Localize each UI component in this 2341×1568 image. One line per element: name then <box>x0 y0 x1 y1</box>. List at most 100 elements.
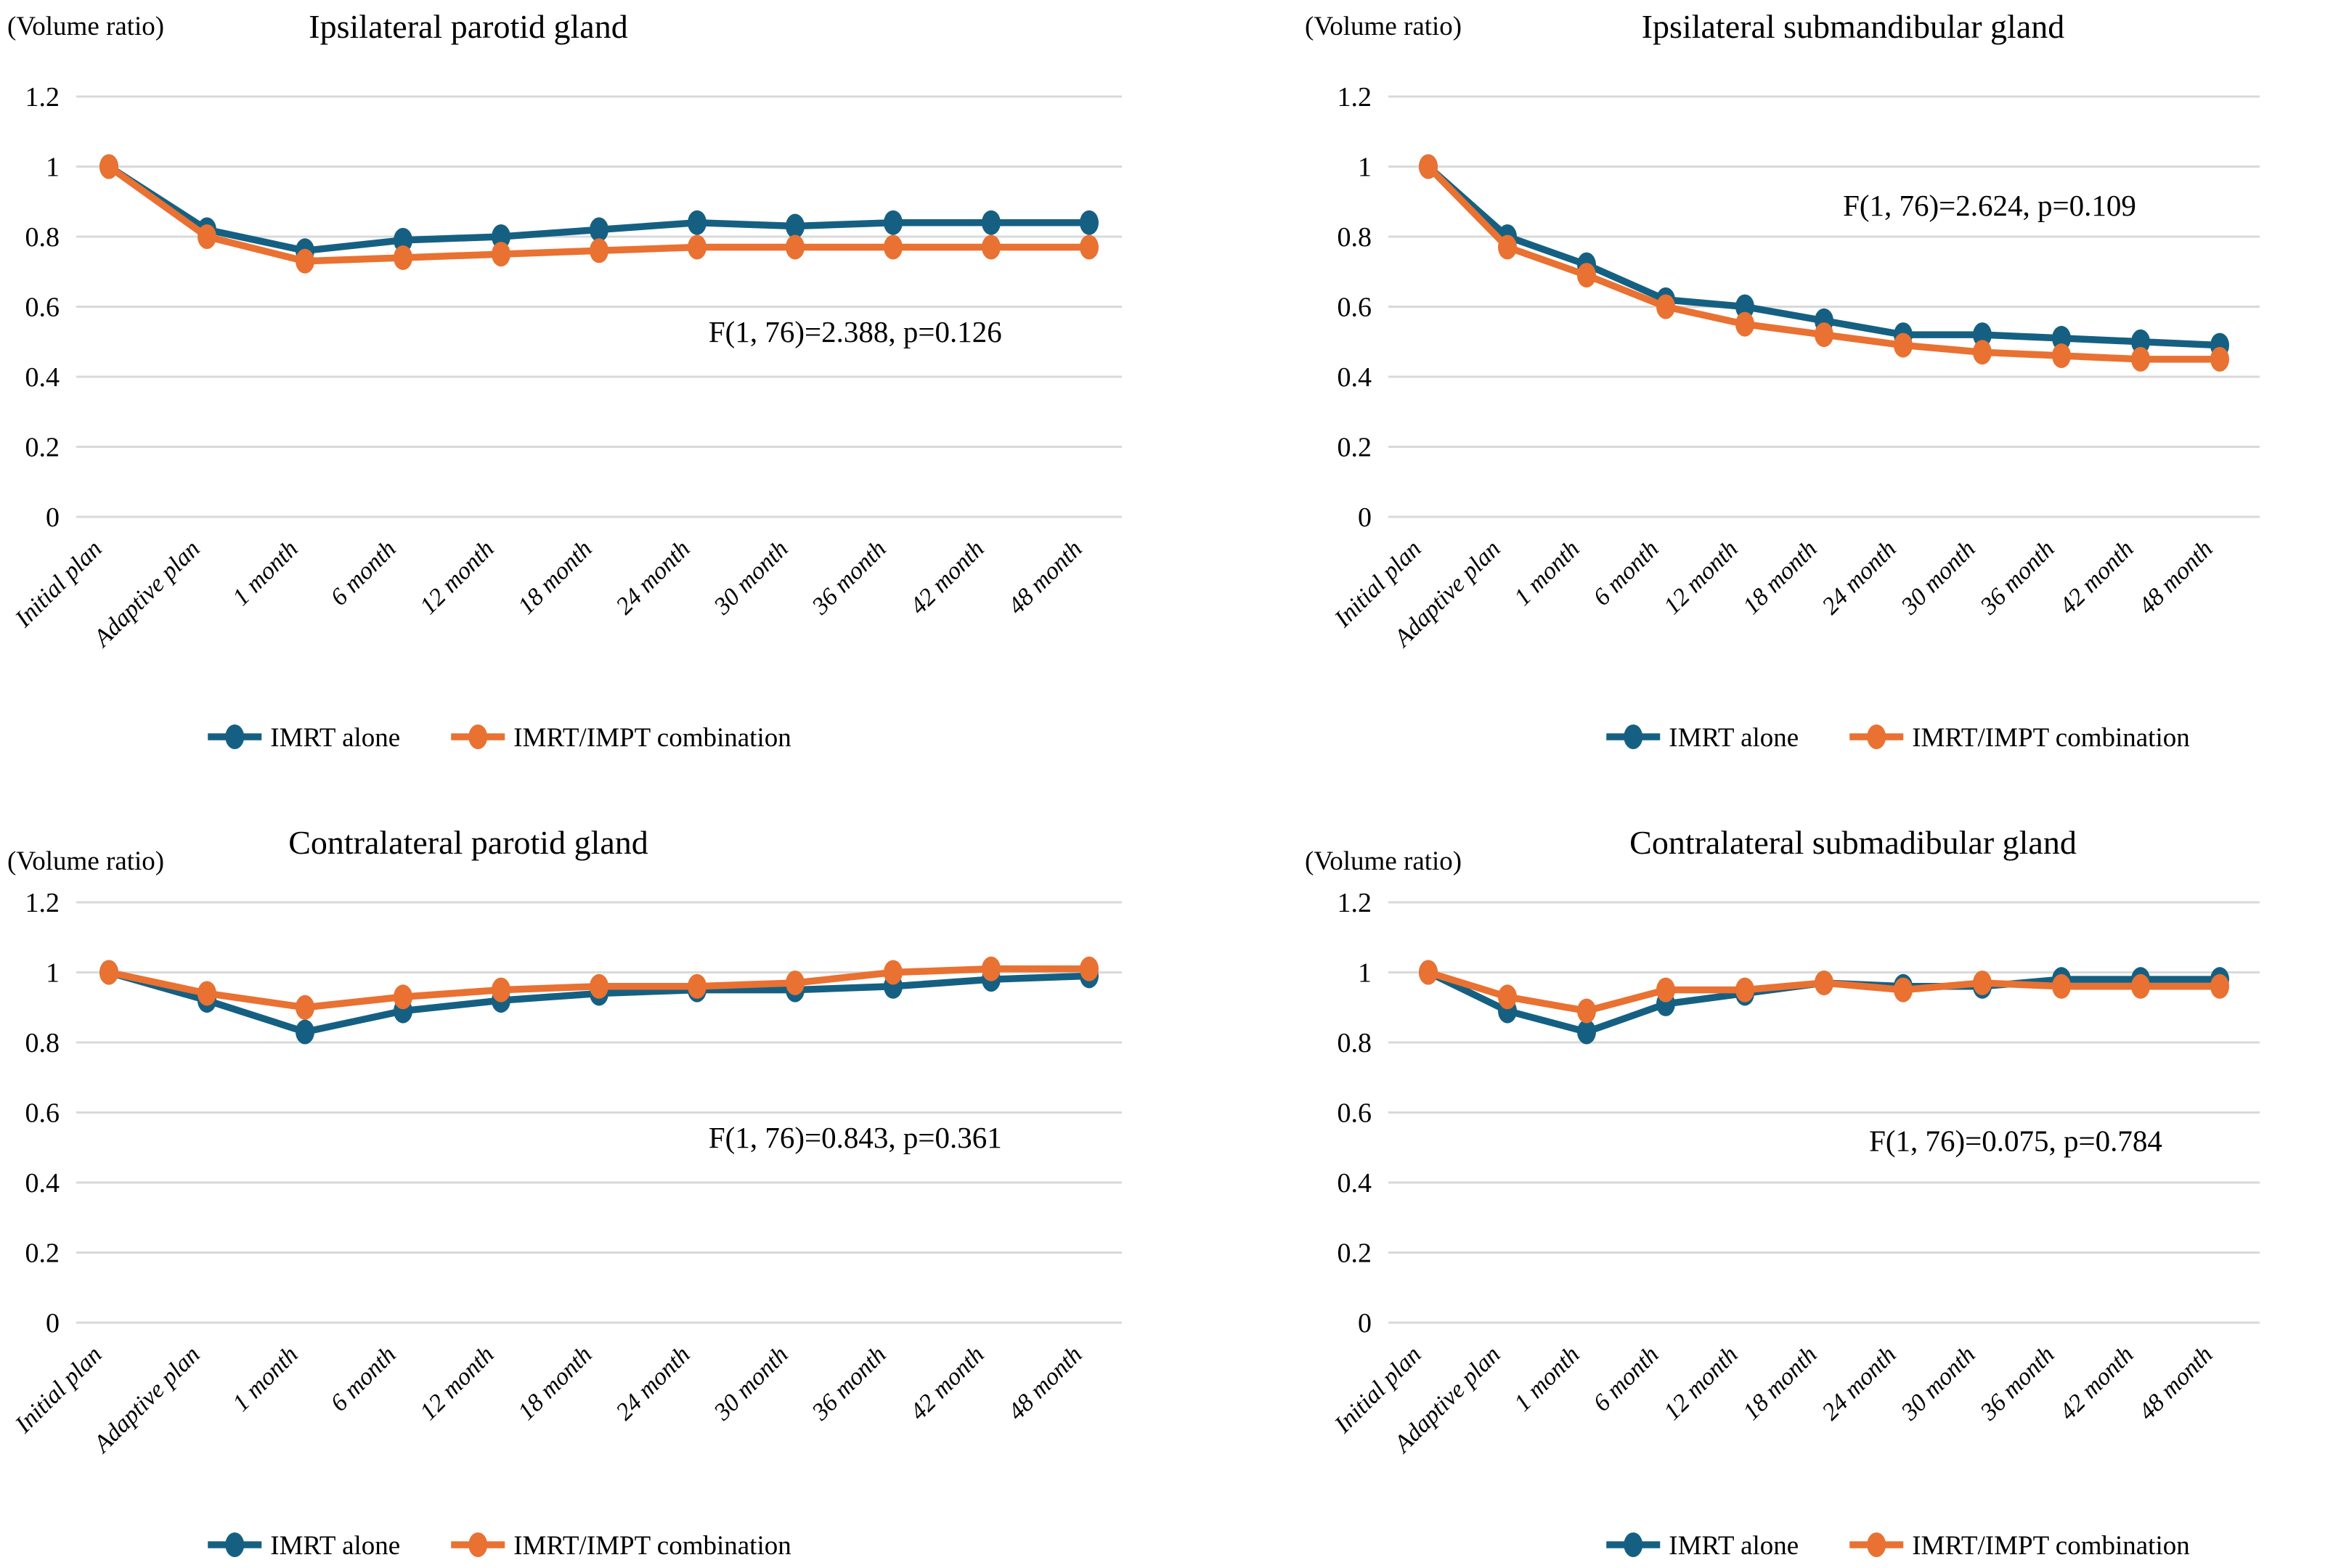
data-point-marker-imrt-impt-combination <box>1894 332 1913 358</box>
chart-title: Contralateral parotid gland <box>288 824 648 861</box>
y-tick-label: 1.2 <box>1338 888 1372 918</box>
y-tick-label: 0.4 <box>1338 362 1372 393</box>
x-tick-label: 30 month <box>709 535 794 620</box>
data-point-marker-imrt-impt-combination <box>394 984 412 1010</box>
data-point-marker-imrt-impt-combination <box>1080 234 1099 260</box>
data-point-marker-imrt-impt-combination <box>2210 973 2229 999</box>
legend-item-imrt-impt-combination: IMRT/IMPT combination <box>451 723 791 753</box>
x-tick-label: 48 month <box>2133 1341 2218 1425</box>
data-point-marker-imrt-alone <box>2052 325 2071 351</box>
y-axis-unit-label: (Volume ratio) <box>7 846 164 876</box>
x-tick-label: Initial plan <box>9 1341 107 1438</box>
data-point-marker-imrt-impt-combination <box>296 995 314 1020</box>
legend-swatch-marker <box>1624 1532 1643 1557</box>
x-tick-label: 36 month <box>1975 1341 2060 1426</box>
data-point-marker-imrt-impt-combination <box>1973 970 1992 995</box>
data-point-marker-imrt-impt-combination <box>786 970 805 995</box>
data-point-marker-imrt-impt-combination <box>786 234 805 260</box>
chart-legend: IMRT alone IMRT/IMPT combination <box>1606 1531 2190 1561</box>
chart-legend: IMRT alone IMRT/IMPT combination <box>1606 723 2190 753</box>
data-point-marker-imrt-alone <box>884 210 903 235</box>
x-tick-label: 1 month <box>1509 1341 1584 1416</box>
chart-panel-ipsilateral-parotid-gland: 1.2 1 0.8 0.6 0.4 0.2 0 (Volume ratio) Ipsilater… <box>7 8 1122 753</box>
data-point-marker-imrt-impt-combination <box>1498 234 1517 260</box>
legend-item-imrt-alone: IMRT alone <box>208 1531 400 1561</box>
legend-label: IMRT/IMPT combination <box>513 723 791 753</box>
data-point-marker-imrt-impt-combination <box>492 242 510 267</box>
data-point-marker-imrt-impt-combination <box>99 154 118 179</box>
data-point-marker-imrt-alone <box>982 210 1001 235</box>
y-tick-label: 1 <box>46 152 60 183</box>
y-tick-label: 1 <box>46 958 60 989</box>
y-tick-label: 0 <box>46 502 60 533</box>
y-tick-label: 0.8 <box>25 1028 60 1058</box>
stats-annotation: F(1, 76)=2.624, p=0.109 <box>1843 189 2136 222</box>
x-tick-label: Initial plan <box>9 535 107 632</box>
legend-label: IMRT/IMPT combination <box>1912 723 2190 753</box>
y-tick-label: 0.4 <box>25 1168 60 1199</box>
y-axis-unit-label: (Volume ratio) <box>7 12 164 41</box>
y-tick-label: 0.8 <box>1338 222 1372 253</box>
legend-swatch-marker <box>468 724 488 749</box>
data-point-marker-imrt-alone <box>786 213 805 239</box>
legend-item-imrt-alone: IMRT alone <box>1606 1531 1799 1561</box>
y-tick-label: 0.2 <box>25 1238 60 1269</box>
panel-bottom-left: 1.2 1 0.8 0.6 0.4 0.2 0 (Volume ratio) Contralat… <box>0 784 1170 1568</box>
data-point-marker-imrt-impt-combination <box>982 234 1001 260</box>
data-point-marker-imrt-impt-combination <box>2131 346 2150 372</box>
legend-swatch-marker <box>1624 724 1643 749</box>
panel-top-left: 1.2 1 0.8 0.6 0.4 0.2 0 (Volume ratio) Ipsilater… <box>0 0 1170 784</box>
chart-legend: IMRT alone IMRT/IMPT combination <box>208 723 791 753</box>
legend-label: IMRT alone <box>1669 723 1799 753</box>
legend-swatch-marker <box>1867 724 1886 749</box>
x-tick-label: 36 month <box>807 1341 892 1426</box>
legend-swatch-marker <box>1867 1532 1886 1557</box>
data-point-marker-imrt-impt-combination <box>1498 984 1517 1010</box>
data-point-marker-imrt-alone <box>1973 322 1992 348</box>
data-point-marker-imrt-impt-combination <box>1735 977 1754 1003</box>
chart-title: Ipsilateral parotid gland <box>309 8 627 45</box>
data-point-marker-imrt-impt-combination <box>688 234 707 260</box>
x-tick-label: 6 month <box>1588 535 1664 611</box>
x-tick-label: 12 month <box>1658 535 1743 619</box>
legend-label: IMRT alone <box>1669 1531 1799 1561</box>
y-tick-label: 0 <box>1358 1308 1372 1339</box>
legend-label: IMRT/IMPT combination <box>1912 1531 2190 1561</box>
x-tick-label: 42 month <box>2054 1341 2138 1425</box>
data-point-marker-imrt-alone <box>1577 1019 1596 1045</box>
data-point-marker-imrt-impt-combination <box>1735 311 1754 337</box>
y-tick-label: 0 <box>1358 502 1372 533</box>
y-tick-label: 0.6 <box>25 1098 60 1129</box>
panel-top-right: 1.2 1 0.8 0.6 0.4 0.2 0 (Volume ratio) Ipsilater… <box>1170 0 2341 784</box>
x-tick-label: 42 month <box>905 1341 989 1425</box>
legend-swatch-marker <box>225 1532 245 1557</box>
x-tick-label: 48 month <box>1003 1341 1087 1425</box>
y-tick-label: 0.6 <box>1338 293 1372 323</box>
y-tick-label: 1 <box>1358 152 1372 183</box>
legend-label: IMRT/IMPT combination <box>513 1531 791 1561</box>
panel-bottom-right: 1.2 1 0.8 0.6 0.4 0.2 0 (Volume ratio) Contralat… <box>1170 784 2341 1568</box>
x-tick-label: 12 month <box>1658 1341 1743 1425</box>
x-tick-label: 30 month <box>709 1341 794 1426</box>
x-tick-label: 12 month <box>415 535 499 619</box>
data-point-marker-imrt-impt-combination <box>1815 970 1833 995</box>
x-tick-label: 6 month <box>1588 1341 1664 1416</box>
data-point-marker-imrt-alone <box>590 217 608 242</box>
legend-label: IMRT alone <box>270 1531 400 1561</box>
y-tick-label: 0.2 <box>1338 433 1372 463</box>
x-tick-label: 48 month <box>2133 535 2218 619</box>
chart-panel-contralateral-parotid-gland: 1.2 1 0.8 0.6 0.4 0.2 0 (Volume ratio) Contralat… <box>7 824 1122 1561</box>
legend-label: IMRT alone <box>270 723 400 753</box>
chart-title: Contralateral submadibular gland <box>1629 824 2077 861</box>
x-tick-label: 24 month <box>611 1341 695 1425</box>
data-point-marker-imrt-impt-combination <box>1815 322 1833 348</box>
chart-panel-ipsilateral-submandibular-gland: 1.2 1 0.8 0.6 0.4 0.2 0 (Volume ratio) Ipsilater… <box>1305 8 2260 753</box>
x-tick-label: 18 month <box>513 535 597 619</box>
y-tick-label: 0.2 <box>1338 1238 1372 1269</box>
legend-swatch-marker <box>468 1532 488 1557</box>
data-point-marker-imrt-impt-combination <box>99 960 118 985</box>
legend-item-imrt-impt-combination: IMRT/IMPT combination <box>451 1531 791 1561</box>
data-point-marker-imrt-impt-combination <box>394 245 412 270</box>
data-point-marker-imrt-impt-combination <box>1973 340 1992 365</box>
